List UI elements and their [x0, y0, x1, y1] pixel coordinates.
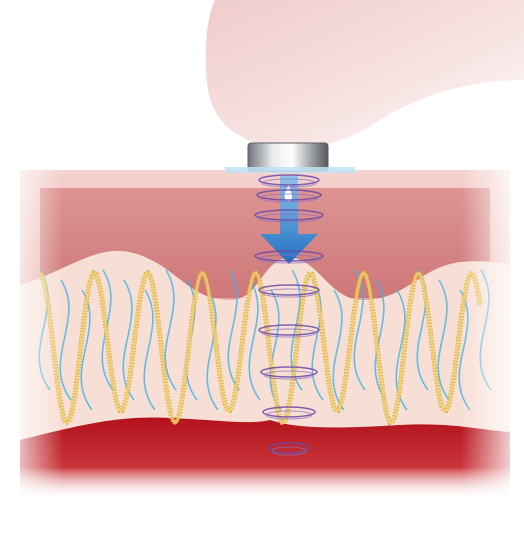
droplet — [284, 184, 293, 202]
ring — [259, 193, 319, 203]
ring — [260, 366, 318, 378]
ring — [261, 178, 317, 188]
ring — [261, 328, 317, 338]
ring — [265, 410, 313, 420]
handpiece — [205, 0, 524, 149]
ring — [257, 213, 321, 223]
ring — [258, 324, 320, 336]
ring — [256, 189, 322, 201]
ring — [257, 254, 321, 264]
contact-plate — [225, 167, 355, 173]
ring — [268, 442, 310, 454]
ring — [263, 370, 315, 380]
probe-tip — [247, 142, 329, 172]
ring — [262, 406, 316, 418]
ring — [261, 288, 317, 298]
ring — [254, 209, 324, 221]
ring — [258, 174, 320, 186]
ring — [258, 284, 320, 296]
ring — [254, 250, 324, 262]
energy-rings — [254, 174, 324, 456]
ring — [271, 446, 307, 456]
